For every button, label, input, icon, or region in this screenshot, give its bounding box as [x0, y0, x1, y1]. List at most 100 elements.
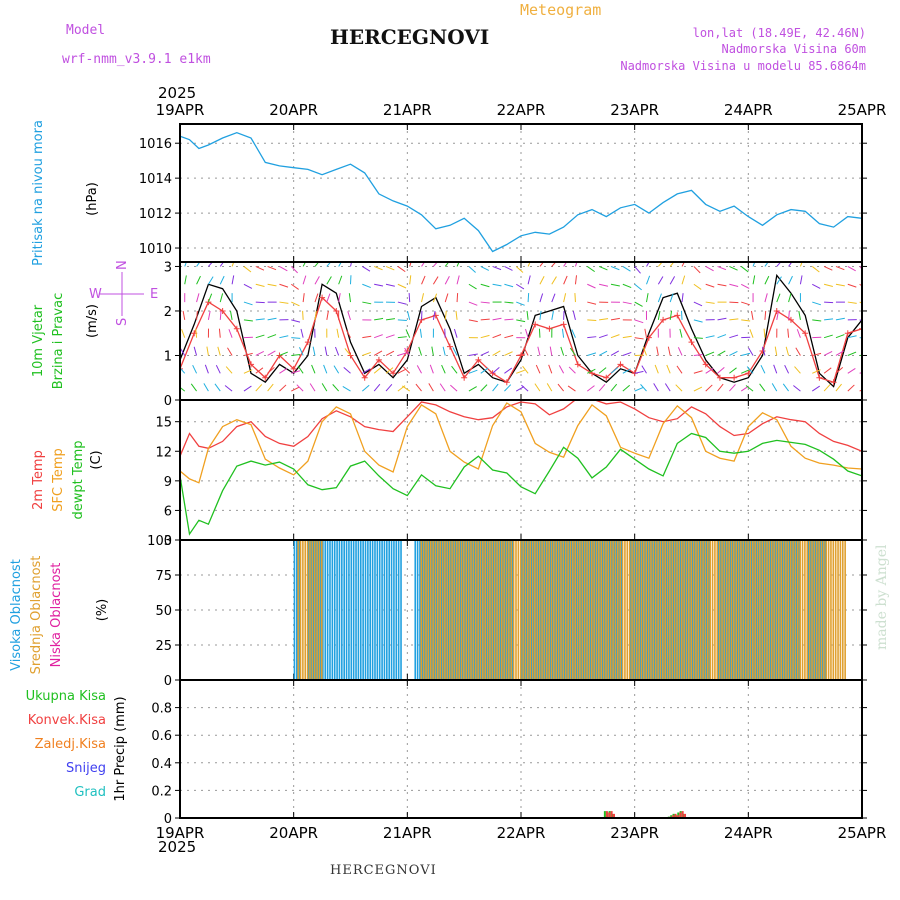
plot-panels: 101010121014101601233691215025507510000.…	[139, 123, 867, 827]
cloud-bar	[678, 540, 681, 680]
cloud-bar	[702, 540, 704, 680]
cloud-bar	[695, 540, 697, 680]
cloud-bar	[662, 540, 664, 680]
cloud-bar	[686, 540, 689, 680]
cloud-bar	[390, 540, 393, 680]
cloud-bar	[583, 540, 586, 680]
wind-arrow	[444, 328, 446, 338]
wind-arrow	[296, 384, 304, 392]
wind-arrow	[787, 328, 790, 338]
cloud-bar	[444, 540, 446, 680]
wind-arrow	[407, 311, 411, 320]
wind-arrow	[311, 364, 316, 374]
wind-arrow	[416, 365, 422, 374]
wind-arrow	[344, 348, 351, 356]
wind-arrow	[397, 385, 406, 392]
cloud-bar	[670, 540, 672, 680]
cloud-bar	[718, 540, 721, 680]
date-label-top: 19APR	[156, 101, 205, 119]
cloud-bar	[497, 540, 499, 680]
wind-arrow	[741, 301, 750, 306]
cloud-bar	[721, 540, 723, 680]
wind-arrow	[776, 310, 779, 320]
cloud-bar	[498, 540, 501, 680]
cloud-bar	[639, 540, 642, 680]
cloud-label-0: Visoka Oblacnost	[9, 559, 24, 671]
cloud-bar	[750, 540, 753, 680]
cloud-bar	[468, 540, 471, 680]
cloud-bar	[486, 540, 489, 680]
cloud-bar	[709, 540, 711, 680]
cloud-bar	[508, 540, 510, 680]
wind-arrow	[255, 265, 265, 271]
cloud-bar	[841, 540, 844, 680]
cloud-bar	[429, 540, 432, 680]
wind-arrow	[657, 262, 663, 267]
cloud-bar	[664, 540, 666, 680]
precip-bar	[674, 813, 677, 818]
cloud-bar	[587, 540, 589, 680]
date-label-top: 23APR	[610, 101, 659, 119]
cloud-bar	[606, 540, 608, 680]
wind-arrow	[206, 346, 209, 356]
cloud-bar	[416, 540, 419, 680]
wind-arrow	[823, 350, 833, 356]
wind-arrow	[587, 283, 596, 289]
wind-arrow	[774, 346, 778, 356]
wind-arrow	[193, 346, 198, 356]
cloud-bar	[524, 540, 527, 680]
wind-arrow	[267, 367, 275, 374]
wind-arrow	[558, 365, 565, 374]
gust-marker	[319, 294, 326, 301]
cloud-bar	[827, 540, 830, 680]
cloud-bar	[679, 540, 682, 680]
cloud-bar	[383, 540, 386, 680]
cloud-bar	[535, 540, 537, 680]
cloud-bar	[598, 540, 600, 680]
wind-arrow	[431, 346, 434, 356]
y-tick-label: 0	[164, 674, 172, 689]
cloud-bar	[296, 540, 298, 680]
wind-arrow	[219, 310, 222, 320]
cloud-bar	[602, 540, 605, 680]
compass-n: N	[115, 260, 130, 270]
cloud-bar	[781, 540, 784, 680]
cloud-bar	[756, 540, 759, 680]
wind-arrow	[523, 347, 529, 356]
year-label-top: 2025	[158, 84, 196, 102]
cloud-bar	[761, 540, 764, 680]
gust-marker	[731, 374, 738, 381]
cloud-bar	[321, 540, 323, 680]
wind-arrow	[279, 283, 289, 288]
cloud-bar	[324, 540, 327, 680]
cloud-bar	[543, 540, 546, 680]
gust-marker	[645, 334, 652, 341]
cloud-bar	[818, 540, 820, 680]
wind-arrow	[610, 265, 620, 271]
wind-arrow	[302, 293, 305, 303]
y-tick-label: 12	[155, 445, 172, 460]
wind-arrow	[729, 301, 739, 304]
cloud-bar	[449, 540, 452, 680]
gust-marker	[461, 374, 468, 381]
wind-arrow	[549, 346, 553, 356]
cloud-bar	[558, 540, 561, 680]
cloud-bar	[547, 540, 549, 680]
cloud-bar	[440, 540, 443, 680]
wind-arrow	[535, 364, 541, 374]
wind-arrow	[291, 337, 301, 339]
date-label-bottom: 25APR	[838, 824, 887, 842]
wind-arrow	[408, 293, 411, 303]
cloud-bar	[395, 540, 398, 680]
cloud-bar	[626, 540, 629, 680]
cloud-bar	[331, 540, 334, 680]
wind-arrow	[587, 266, 595, 273]
wind-arrow	[362, 351, 371, 356]
temp-label-0: 2m Temp	[31, 450, 46, 510]
cloud-bar	[655, 540, 658, 680]
wind-arrow	[441, 364, 446, 374]
cloud-bar	[659, 540, 662, 680]
wind-arrow	[729, 265, 738, 271]
pressure-unit: (hPa)	[85, 182, 100, 216]
cloud-bar	[568, 540, 570, 680]
